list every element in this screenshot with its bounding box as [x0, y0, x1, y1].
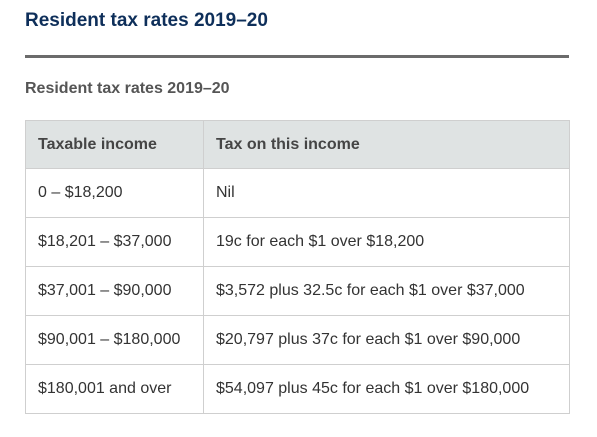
- tax-on-income-cell: $3,572 plus 32.5c for each $1 over $37,0…: [203, 266, 570, 316]
- tax-rates-table: Taxable income Tax on this income 0 – $1…: [25, 120, 570, 414]
- table-row: $90,001 – $180,000 $20,797 plus 37c for …: [25, 315, 570, 365]
- table-row: $37,001 – $90,000 $3,572 plus 32.5c for …: [25, 266, 570, 316]
- table-row: $18,201 – $37,000 19c for each $1 over $…: [25, 217, 570, 267]
- tax-on-income-cell: $20,797 plus 37c for each $1 over $90,00…: [203, 315, 570, 365]
- column-header-tax-on-income: Tax on this income: [203, 120, 570, 169]
- tax-on-income-cell: $54,097 plus 45c for each $1 over $180,0…: [203, 364, 570, 414]
- page-heading: Resident tax rates 2019–20: [25, 10, 268, 31]
- section-divider: [25, 55, 569, 58]
- table-header-row: Taxable income Tax on this income: [25, 120, 570, 169]
- tax-on-income-cell: Nil: [203, 168, 570, 218]
- table-row: 0 – $18,200 Nil: [25, 168, 570, 218]
- taxable-income-cell: $180,001 and over: [25, 364, 204, 414]
- taxable-income-cell: $18,201 – $37,000: [25, 217, 204, 267]
- table-caption: Resident tax rates 2019–20: [25, 80, 230, 97]
- tax-on-income-cell: 19c for each $1 over $18,200: [203, 217, 570, 267]
- taxable-income-cell: 0 – $18,200: [25, 168, 204, 218]
- taxable-income-cell: $37,001 – $90,000: [25, 266, 204, 316]
- column-header-taxable-income: Taxable income: [25, 120, 204, 169]
- taxable-income-cell: $90,001 – $180,000: [25, 315, 204, 365]
- table-row: $180,001 and over $54,097 plus 45c for e…: [25, 364, 570, 414]
